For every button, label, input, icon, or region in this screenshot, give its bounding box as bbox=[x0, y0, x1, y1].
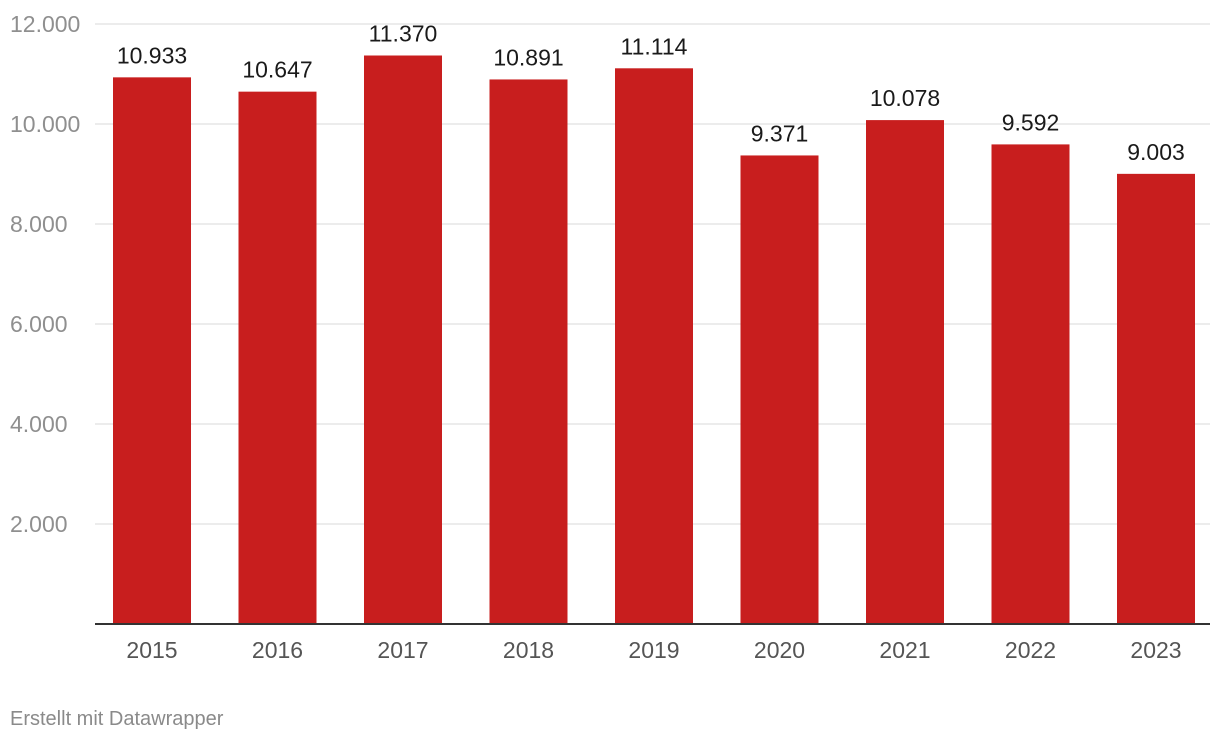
x-tick-label: 2021 bbox=[879, 637, 930, 663]
bar-2018 bbox=[489, 79, 568, 624]
bar-2021 bbox=[866, 120, 944, 624]
x-tick-label: 2020 bbox=[754, 637, 805, 663]
value-label: 10.933 bbox=[117, 42, 187, 68]
value-label: 10.078 bbox=[870, 85, 940, 111]
value-label: 10.891 bbox=[493, 44, 563, 70]
y-tick-label: 10.000 bbox=[10, 111, 80, 137]
bar-2020 bbox=[740, 155, 819, 624]
x-tick-label: 2019 bbox=[628, 637, 679, 663]
y-tick-label: 2.000 bbox=[10, 511, 68, 537]
y-tick-label: 4.000 bbox=[10, 411, 68, 437]
x-tick-label: 2018 bbox=[503, 637, 554, 663]
bar-2019 bbox=[615, 68, 693, 625]
value-label: 9.003 bbox=[1127, 139, 1185, 165]
value-label: 10.647 bbox=[242, 57, 312, 83]
bar-2022 bbox=[991, 144, 1070, 624]
bar-2015 bbox=[113, 77, 191, 625]
y-tick-label: 6.000 bbox=[10, 311, 68, 337]
x-tick-label: 2017 bbox=[377, 637, 428, 663]
bar-2016 bbox=[238, 91, 317, 624]
x-tick-label: 2015 bbox=[126, 637, 177, 663]
value-label: 11.370 bbox=[369, 21, 438, 47]
value-label: 9.371 bbox=[751, 120, 809, 146]
x-tick-label: 2022 bbox=[1005, 637, 1056, 663]
bar-chart: 2.000 4.000 6.000 8.000 10.000 12.000 10.933 20… bbox=[10, 11, 1210, 663]
datawrapper-credit: Erstellt mit Datawrapper bbox=[10, 708, 224, 730]
x-tick-label: 2023 bbox=[1130, 637, 1181, 663]
value-label: 11.114 bbox=[621, 33, 688, 59]
y-tick-label: 12.000 bbox=[10, 11, 80, 37]
bar-2017 bbox=[364, 55, 442, 624]
bar-2023 bbox=[1117, 173, 1195, 624]
x-tick-label: 2016 bbox=[252, 637, 303, 663]
value-label: 9.592 bbox=[1002, 109, 1060, 135]
y-tick-label: 8.000 bbox=[10, 211, 68, 237]
